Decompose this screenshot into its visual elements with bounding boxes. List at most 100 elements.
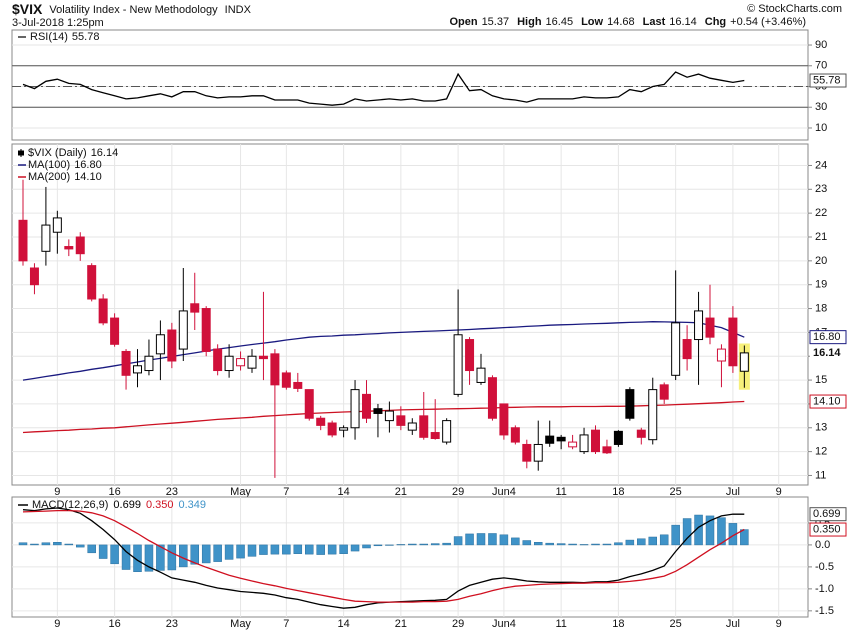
candle-body: [613, 430, 623, 445]
candle-body: [236, 358, 246, 367]
y-tick-label: 21: [815, 231, 827, 243]
histogram-bar: [121, 544, 131, 570]
candle-body: [556, 436, 566, 442]
value-box-label: 0.699: [813, 508, 841, 520]
panel-frame: [11, 143, 809, 486]
candle-body: [52, 217, 62, 233]
quote-value: +0.54 (+3.46%): [730, 16, 806, 28]
candle-body: [213, 348, 223, 372]
histogram-bar: [591, 543, 600, 546]
value-box-label: 55.78: [813, 74, 841, 86]
y-tick-label: -0.5: [815, 561, 834, 573]
y-tick-label: 20: [815, 255, 827, 267]
candle-body: [636, 429, 646, 438]
value-box: [809, 330, 847, 345]
legend-value: 0.699: [113, 499, 141, 511]
legend-name: MA(100): [28, 159, 70, 171]
legend-entry: MACD(12,26,9) 0.699 0.350 0.349: [32, 499, 206, 511]
y-tick-label: 90: [815, 39, 827, 51]
candle-body: [144, 355, 154, 372]
histogram-bar: [579, 544, 589, 546]
candle-body: [591, 429, 600, 453]
candle-body: [510, 427, 520, 443]
candle-body: [659, 384, 669, 400]
candle-body: [133, 365, 142, 374]
candle-body: [281, 372, 291, 388]
candle-body: [339, 427, 349, 431]
candle-body: [98, 298, 108, 324]
x-tick-label: May: [230, 486, 251, 498]
candle-body: [682, 339, 692, 360]
candle-body: [487, 377, 497, 419]
value-box: [810, 346, 846, 360]
candle-body: [373, 408, 383, 414]
y-tick-label: 22: [815, 207, 827, 219]
histogram-bar: [408, 543, 417, 546]
quote-label: Low: [581, 16, 603, 28]
quote-value: 15.37: [482, 16, 510, 28]
x-tick-label: 9: [776, 618, 782, 630]
candle-body: [121, 350, 131, 376]
candle-body: [430, 432, 440, 439]
x-tick-label: May: [230, 618, 251, 630]
candle-body: [739, 352, 749, 372]
histogram-bar: [350, 544, 360, 552]
histogram-bar: [293, 544, 303, 554]
histogram-bar: [648, 536, 657, 546]
x-tick-label: 14: [337, 618, 349, 630]
histogram-bar: [419, 543, 428, 546]
histogram-bar: [362, 544, 371, 549]
y-tick-label: -1.0: [815, 583, 834, 595]
legend-value: 55.78: [72, 31, 100, 43]
x-tick-label: 16: [108, 486, 120, 498]
quote-label: Chg: [705, 16, 726, 28]
histogram-bar: [224, 544, 234, 560]
candle-body: [270, 353, 280, 386]
x-tick-label: 11: [555, 618, 566, 630]
x-tick-label: 25: [670, 486, 682, 498]
histogram-bar: [499, 534, 509, 546]
series-line: [22, 509, 745, 603]
series-line: [22, 321, 745, 381]
x-tick-label: Jun4: [492, 486, 516, 498]
watermark: © StockCharts.com: [747, 3, 842, 15]
histogram-bar: [602, 543, 612, 546]
histogram-bar: [694, 514, 703, 546]
value-box-label: 16.14: [813, 347, 841, 359]
histogram-bar: [511, 537, 520, 546]
candle-body: [716, 348, 726, 362]
candle-body: [407, 422, 417, 431]
histogram-bar: [30, 543, 39, 546]
candle-body: [671, 322, 681, 376]
histogram-bar: [465, 533, 474, 546]
candle-body: [258, 355, 268, 360]
histogram-bar: [98, 544, 108, 559]
histogram-bar: [556, 543, 566, 546]
legend-name: RSI(14): [30, 31, 68, 43]
candle-body: [64, 246, 74, 250]
value-box-label: 16.80: [813, 331, 841, 343]
candle-body: [362, 393, 371, 419]
legend-value: 0.349: [178, 499, 206, 511]
histogram-bar: [476, 533, 486, 546]
series-line: [22, 400, 745, 434]
x-tick-label: 7: [283, 618, 289, 630]
histogram-bar: [385, 544, 394, 546]
histogram-bar: [453, 536, 463, 546]
x-tick-label: 23: [166, 618, 178, 630]
candle-body: [533, 443, 543, 462]
histogram-bar: [64, 543, 74, 546]
histogram-bar: [637, 538, 646, 546]
histogram-bar: [179, 544, 188, 568]
y-tick-label: 13: [815, 422, 827, 434]
candle-body: [201, 308, 211, 352]
y-tick-label: 10: [815, 122, 827, 134]
candle-body: [705, 317, 715, 338]
histogram-bar: [213, 544, 222, 562]
y-tick-label: 0.0: [815, 539, 830, 551]
x-tick-label: 29: [452, 486, 464, 498]
histogram-bar: [316, 544, 325, 555]
histogram-bar: [705, 515, 715, 546]
